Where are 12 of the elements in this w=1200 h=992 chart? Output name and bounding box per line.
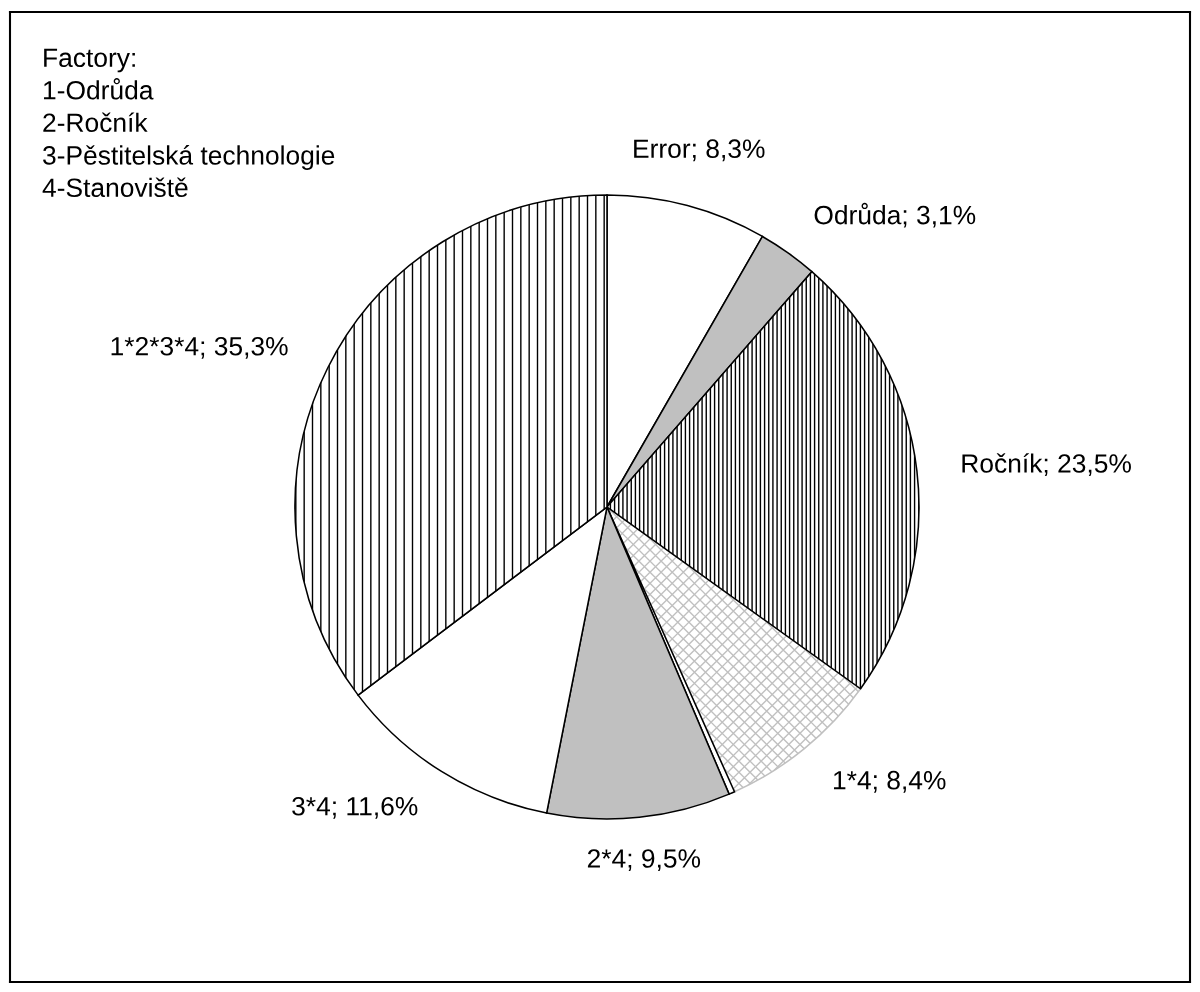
text: 4-Stanoviště [42, 177, 188, 198]
text: 1-Odrůda [44, 78, 154, 100]
text: Factory: [44, 48, 135, 73]
slice-label: Error; 8,3% [634, 139, 765, 162]
slice-label: 2*4; 9,5% [587, 849, 701, 871]
slice-label: 1*4; 8,4% [834, 770, 946, 793]
slice-label: Ročník; 23,5% [962, 453, 1131, 476]
slice-label: Odrůda; 3,1% [814, 202, 976, 228]
slice-label: 3*4; 11,6% [292, 796, 418, 819]
slice-label: 1*2*3*4; 35,3% [111, 336, 288, 359]
text: 2-Ročník [43, 112, 148, 133]
text: 3-Pěstitelská technologie [43, 145, 335, 170]
